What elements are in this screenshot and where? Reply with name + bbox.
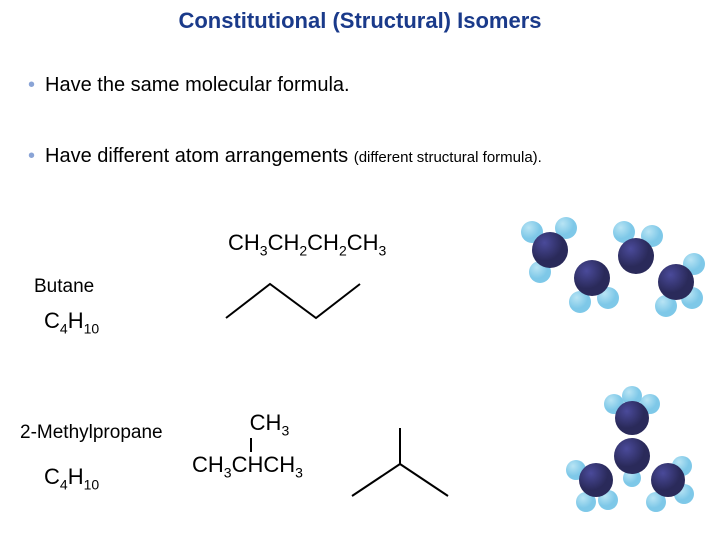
methylpropane-skeletal-structure — [340, 424, 460, 502]
butane-condensed-formula: CH3CH2CH2CH3 — [228, 230, 386, 258]
methylpropane-3d-model — [556, 384, 706, 534]
methylpropane-molecular-formula: C4H10 — [44, 464, 99, 492]
bullet-2-main: Have different atom arrangements — [45, 145, 354, 167]
bullet-1-text: Have the same molecular formula. — [45, 74, 350, 97]
bullet-2-text: Have different atom arrangements (differ… — [45, 145, 542, 168]
methylpropane-name: 2-Methylpropane — [20, 422, 163, 444]
page-title: Constitutional (Structural) Isomers — [0, 0, 720, 34]
butane-3d-model — [516, 198, 706, 338]
butane-name: Butane — [34, 276, 94, 298]
methylpropane-condensed-formula: CH3 CH3CHCH3 — [192, 410, 303, 481]
bullet-dot-icon: • — [28, 146, 35, 166]
butane-molecular-formula: C4H10 — [44, 308, 99, 336]
butane-skeletal-structure — [220, 272, 370, 328]
bullet-2: • Have different atom arrangements (diff… — [0, 145, 720, 168]
bullet-1: • Have the same molecular formula. — [0, 74, 720, 97]
bullet-dot-icon: • — [28, 75, 35, 95]
bullet-2-small: (different structural formula). — [354, 149, 542, 166]
